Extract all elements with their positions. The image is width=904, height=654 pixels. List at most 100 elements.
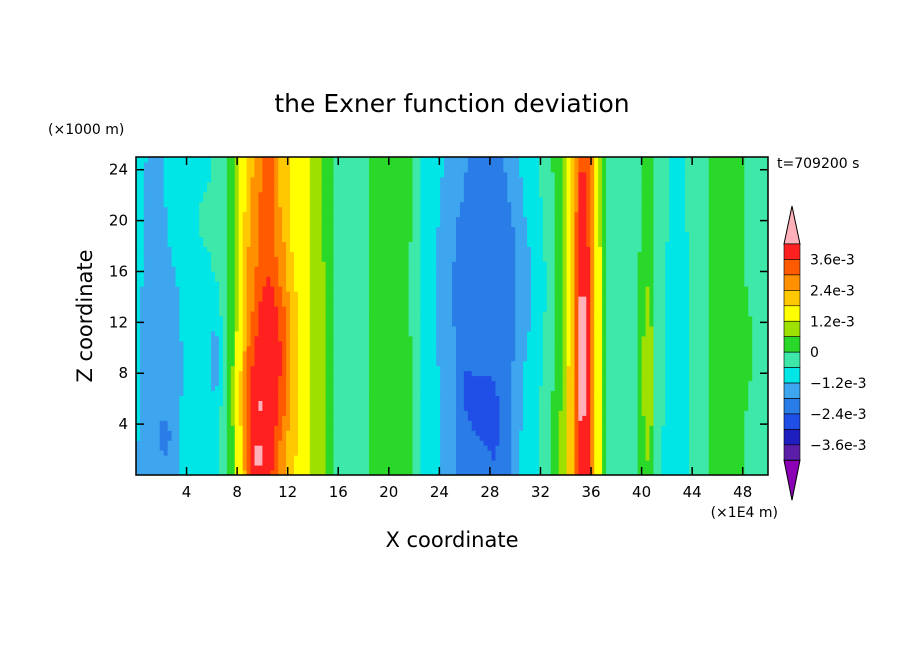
contour-cell: [420, 365, 441, 372]
contour-cell: [594, 320, 603, 327]
contour-cell: [594, 459, 603, 466]
contour-cell: [538, 409, 552, 416]
contour-cell: [574, 375, 579, 382]
contour-cell: [278, 186, 291, 193]
contour-cell: [262, 176, 275, 183]
contour-cell: [136, 439, 161, 446]
contour-cell: [641, 385, 655, 392]
contour-cell: [222, 320, 228, 327]
contour-cell: [578, 161, 591, 168]
contour-cell: [499, 434, 512, 441]
contour-cell: [594, 265, 603, 272]
contour-cell: [637, 395, 643, 401]
contour-cell: [708, 409, 745, 416]
contour-cell: [159, 424, 169, 431]
contour-cell: [286, 270, 295, 277]
contour-cell: [594, 350, 603, 357]
contour-cell: [554, 350, 564, 357]
contour-cell: [226, 345, 236, 352]
contour-cell: [574, 380, 579, 387]
contour-cell: [562, 360, 568, 367]
contour-cell: [689, 355, 710, 362]
contour-cell: [598, 196, 603, 203]
contour-cell: [566, 171, 572, 178]
contour-cell: [574, 464, 579, 471]
colorbar-swatch: [783, 305, 801, 322]
contour-cell: [278, 419, 283, 426]
contour-cell: [578, 444, 591, 451]
contour-cell: [218, 345, 224, 352]
contour-cell: [179, 399, 224, 406]
contour-cell: [369, 161, 414, 168]
contour-cell: [234, 295, 240, 302]
contour-cell: [708, 464, 745, 471]
contour-cell: [637, 275, 655, 282]
contour-cell: [215, 270, 228, 277]
contour-cell: [598, 226, 603, 233]
contour-cell: [325, 280, 335, 287]
contour-cell: [218, 300, 228, 307]
contour-cell: [538, 464, 552, 471]
contour-cell: [708, 355, 753, 362]
contour-cell: [594, 250, 603, 257]
contour-cell: [602, 390, 607, 396]
contour-cell: [297, 310, 311, 317]
contour-cell: [515, 305, 532, 312]
contour-cell: [708, 191, 745, 198]
contour-cell: [527, 221, 544, 228]
contour-cell: [226, 449, 236, 456]
contour-cell: [637, 280, 655, 287]
contour-cell: [250, 385, 279, 392]
contour-cell: [226, 434, 236, 441]
x-axis: 4 8 12 16 20 24 28 32 36 40 44 48: [182, 157, 752, 501]
contour-cell: [665, 265, 690, 272]
contour-cell: [515, 260, 532, 267]
contour-cell: [333, 434, 370, 441]
contour-cell: [333, 459, 370, 466]
contour-cell: [669, 236, 690, 242]
contour-cell: [242, 355, 248, 362]
contour-cell: [499, 439, 512, 446]
contour-cell: [578, 469, 591, 475]
contour-cell: [139, 295, 181, 302]
contour-cell: [234, 419, 240, 426]
contour-cell: [234, 315, 240, 322]
contour-cell: [278, 404, 287, 411]
contour-cell: [286, 370, 291, 377]
contour-cell: [412, 231, 421, 237]
contour-cell: [369, 305, 410, 312]
contour-cell: [420, 350, 437, 357]
contour-cell: [278, 444, 287, 451]
contour-cell: [250, 365, 283, 372]
contour-cell: [562, 355, 568, 362]
contour-cell: [511, 221, 528, 228]
contour-cell: [274, 231, 283, 237]
contour-cell: [499, 404, 512, 411]
contour-cell: [274, 250, 287, 257]
contour-cell: [211, 265, 228, 272]
contour-cell: [226, 295, 236, 302]
contour-cell: [440, 454, 457, 461]
contour-cell: [369, 236, 414, 242]
contour-cell: [527, 335, 544, 342]
contour-cell: [222, 360, 228, 367]
contour-cell: [641, 390, 655, 396]
contour-cell: [183, 350, 212, 357]
contour-cell: [495, 444, 512, 451]
contour-cell: [538, 181, 556, 188]
contour-cell: [523, 414, 540, 421]
contour-cell: [708, 245, 745, 252]
contour-cell: [566, 469, 576, 475]
colorbar-label: 0: [810, 345, 819, 361]
contour-cell: [218, 290, 228, 297]
contour-cell: [139, 340, 184, 347]
contour-cell: [278, 454, 287, 461]
contour-cell: [527, 355, 544, 362]
contour-cell: [566, 370, 576, 377]
contour-cell: [309, 255, 323, 262]
contour-cell: [519, 449, 540, 456]
contour-cell: [570, 166, 576, 173]
contour-cell: [238, 166, 248, 173]
contour-cell: [752, 365, 768, 372]
contour-cell: [455, 360, 512, 367]
